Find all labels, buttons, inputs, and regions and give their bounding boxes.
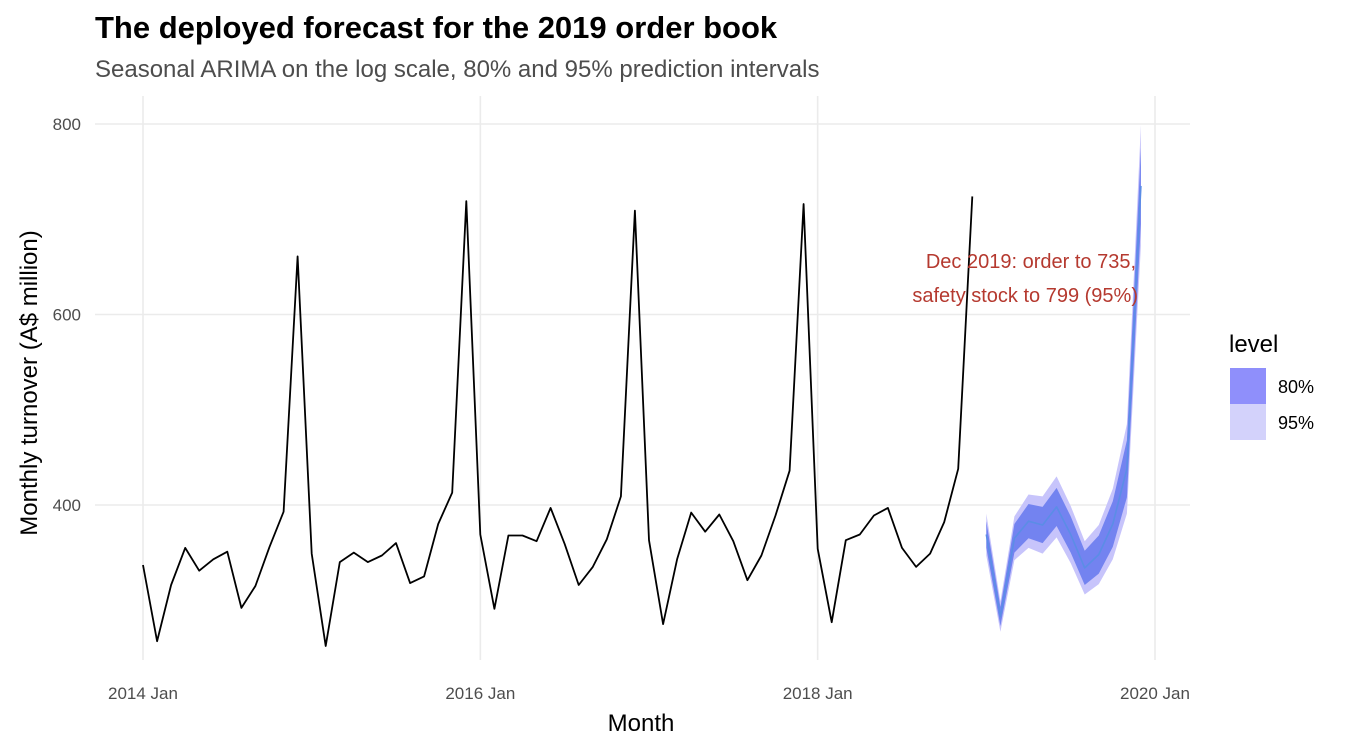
x-tick-label: 2018 Jan [783,684,853,703]
forecast-mean-line [985,185,1142,618]
x-axis-title: Month [608,710,675,737]
series-layer [142,185,1142,647]
annotation-line-1: Dec 2019: order to 735, [926,251,1136,273]
interval-80-band [986,147,1141,627]
interval-95-band [986,125,1141,632]
x-tick-label: 2016 Jan [445,684,515,703]
chart-subtitle: Seasonal ARIMA on the log scale, 80% and… [95,56,820,83]
interval-80-band-layer [986,147,1141,627]
legend-swatch-80 [1230,368,1266,404]
interval-95-band-layer [986,125,1141,632]
y-axis-title: Monthly turnover (A$ million) [16,230,43,535]
x-tick-label: 2014 Jan [108,684,178,703]
legend-label-95: 95% [1278,413,1314,433]
legend-label-80: 80% [1278,377,1314,397]
y-tick-label: 600 [53,306,81,325]
chart-title: The deployed forecast for the 2019 order… [95,10,778,45]
y-tick-label: 800 [53,115,81,134]
legend-swatch-95 [1230,404,1266,440]
annotation-line-2: safety stock to 799 (95%) [912,285,1138,307]
x-tick-label: 2020 Jan [1120,684,1190,703]
legend: level 80% 95% [1229,331,1314,440]
history-line [142,196,974,647]
tick-labels: 400 600 800 2014 Jan 2016 Jan 2018 Jan 2020 Ja… [53,115,1190,703]
y-tick-label: 400 [53,496,81,515]
legend-title: level [1229,331,1278,358]
